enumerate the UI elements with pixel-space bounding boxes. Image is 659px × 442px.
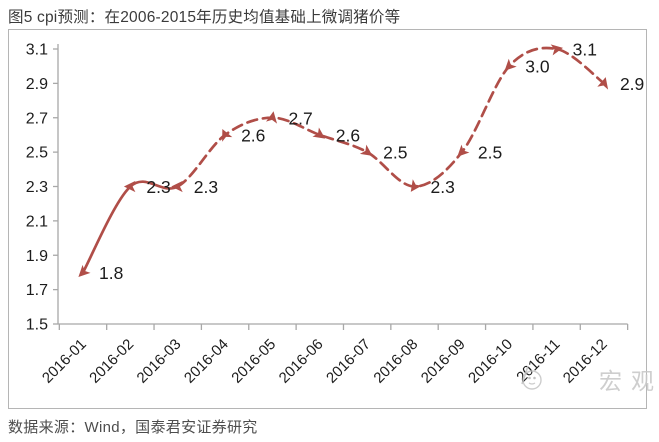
data-point-label: 1.8 (99, 263, 123, 283)
y-tick-label: 2.3 (26, 179, 48, 196)
data-point-label: 3.1 (573, 40, 597, 60)
data-point-marker (312, 127, 326, 139)
data-point-marker (550, 44, 564, 56)
y-tick-label: 1.9 (26, 248, 48, 265)
x-tick-label: 2016-06 (276, 336, 327, 387)
data-point-label: 2.9 (620, 74, 644, 94)
data-point-marker (266, 111, 278, 124)
data-point-label: 3.0 (525, 57, 550, 77)
cpi-line-chart: 1.51.71.92.12.32.52.72.93.12016-012016-0… (26, 40, 645, 387)
data-point-marker (359, 144, 373, 156)
x-tick-label: 2016-10 (465, 336, 516, 387)
x-tick-label: 2016-02 (86, 336, 137, 387)
cpi-line-forecast (176, 46, 606, 188)
data-point-marker (171, 180, 183, 193)
y-tick-label: 1.5 (26, 317, 48, 334)
data-point-marker (410, 179, 422, 192)
y-tick-label: 2.5 (26, 145, 48, 162)
x-tick-label: 2016-04 (181, 336, 232, 387)
chart-panel: 1.5 1.7 1.9 2.1 2.3 2.5 2.7 2.9 3.1 2016-01 2016-0… (8, 29, 654, 409)
data-point-label: 2.7 (288, 108, 312, 128)
data-point-label: 2.6 (241, 125, 265, 145)
y-tick-label: 2.9 (26, 76, 48, 93)
data-point-label: 2.3 (146, 177, 170, 197)
data-point-label: 2.3 (431, 177, 455, 197)
data-point-label: 2.5 (383, 143, 407, 163)
data-point-label: 2.3 (194, 177, 218, 197)
y-tick-label: 1.7 (26, 282, 48, 299)
data-point-marker (457, 144, 470, 157)
data-point-marker (222, 129, 233, 142)
x-tick-label: 2016-03 (134, 336, 185, 387)
y-tick-label: 2.1 (26, 213, 48, 230)
data-point-marker (597, 77, 609, 90)
x-tick-label: 2016-09 (418, 336, 469, 387)
x-tick-label: 2016-11 (513, 336, 563, 386)
data-point-marker (504, 58, 517, 71)
data-point-label: 2.5 (478, 143, 502, 163)
data-point-marker (123, 180, 136, 193)
x-tick-label: 2016-12 (560, 336, 611, 387)
x-tick-label: 2016-01 (39, 336, 90, 387)
y-tick-label: 2.7 (26, 110, 48, 127)
data-point-marker (78, 264, 91, 277)
x-tick-label: 2016-08 (370, 336, 421, 387)
data-source: 数据来源：Wind，国泰君安证券研究 (8, 419, 258, 436)
figure-title: 图5 cpi预测：在2006-2015年历史均值基础上微调猪价等 (8, 9, 401, 26)
x-tick-label: 2016-07 (323, 336, 374, 387)
y-tick-label: 3.1 (26, 42, 48, 59)
x-tick-label: 2016-05 (228, 336, 279, 387)
data-point-label: 2.6 (336, 125, 360, 145)
